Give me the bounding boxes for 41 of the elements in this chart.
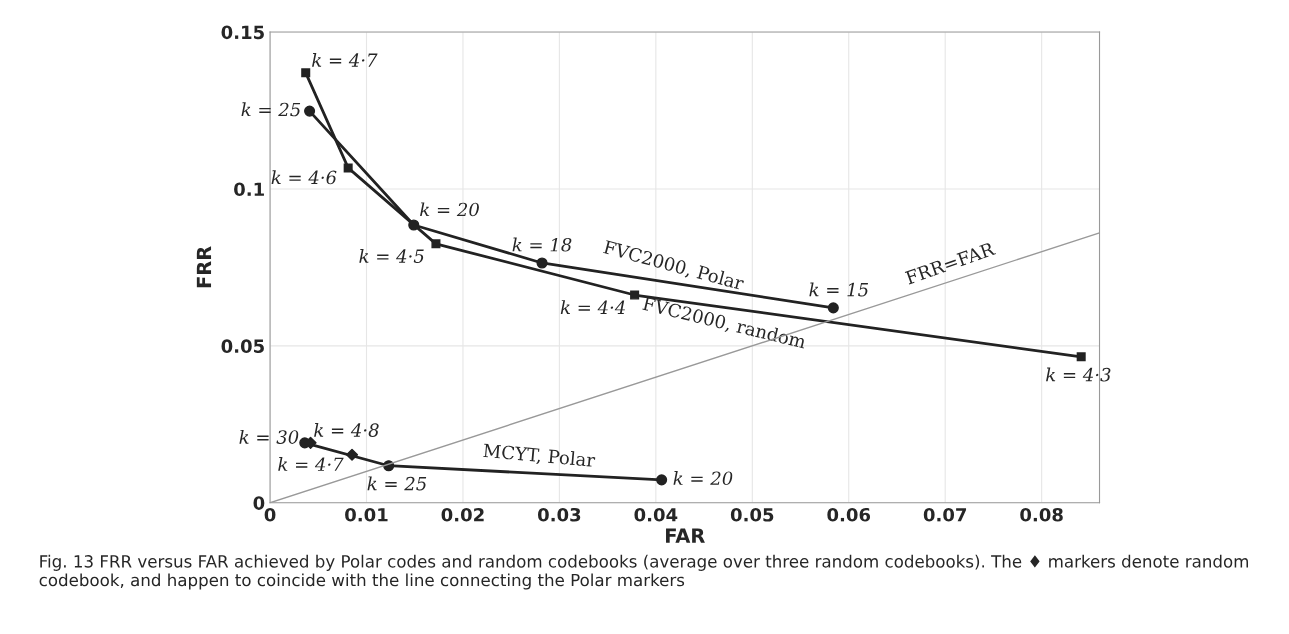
x-tick-label: 0 <box>264 507 276 522</box>
annotation: k = 30 <box>239 429 299 444</box>
y-axis-title: FRR <box>196 246 212 288</box>
x-tick-label: 0.08 <box>1020 507 1063 522</box>
annotation: k = 20 <box>420 202 479 217</box>
point <box>656 474 668 486</box>
annotation: k = 25 <box>367 476 427 491</box>
point <box>827 302 839 314</box>
y-tick-label: 0 <box>253 496 265 510</box>
x-tick-label: 0.03 <box>537 507 581 522</box>
point <box>630 290 640 300</box>
text: MCYT, Polar <box>482 443 596 470</box>
x-tick-label: 0.07 <box>923 507 967 522</box>
y-tick-label: 0.05 <box>221 339 264 353</box>
annotation: k = 4·4 <box>560 300 625 314</box>
annotation: k = 4·3 <box>1046 367 1111 382</box>
point <box>536 257 548 269</box>
annotation: k = 4·5 <box>359 249 424 263</box>
x-tick-label: 0.01 <box>345 507 388 522</box>
caption: Fig. 13 FRR versus FAR achieved by Polar codes and random codebooks (average over three random codebooks). The ♦ markers denote random codebook, and happen to coincide with the line connecting the Polar markers <box>39 554 1248 590</box>
point <box>345 448 359 461</box>
point <box>1076 352 1086 362</box>
annotation: k = 18 <box>512 237 572 252</box>
annotation: k = 15 <box>809 282 869 297</box>
point <box>304 105 316 117</box>
x-tick-label: 0.02 <box>441 507 484 522</box>
annotation: k = 4·7 <box>278 457 344 471</box>
point <box>301 68 311 78</box>
x-tick-label: 0.04 <box>634 507 678 522</box>
x-tick-label: 0.05 <box>730 507 774 522</box>
x-axis-title: FAR <box>666 528 705 543</box>
x-tick-label: 0.06 <box>827 507 871 522</box>
annotation: k = 4·6 <box>271 170 337 185</box>
annotation: k = 20 <box>673 471 733 486</box>
y-tick-label: 0.1 <box>234 182 264 197</box>
point <box>431 239 441 249</box>
point <box>343 163 353 173</box>
annotation: k = 4·7 <box>312 52 378 67</box>
y-tick-label: 0.15 <box>221 25 264 40</box>
annotation: k = 25 <box>241 102 301 117</box>
annotation: k = 4·8 <box>314 422 379 437</box>
